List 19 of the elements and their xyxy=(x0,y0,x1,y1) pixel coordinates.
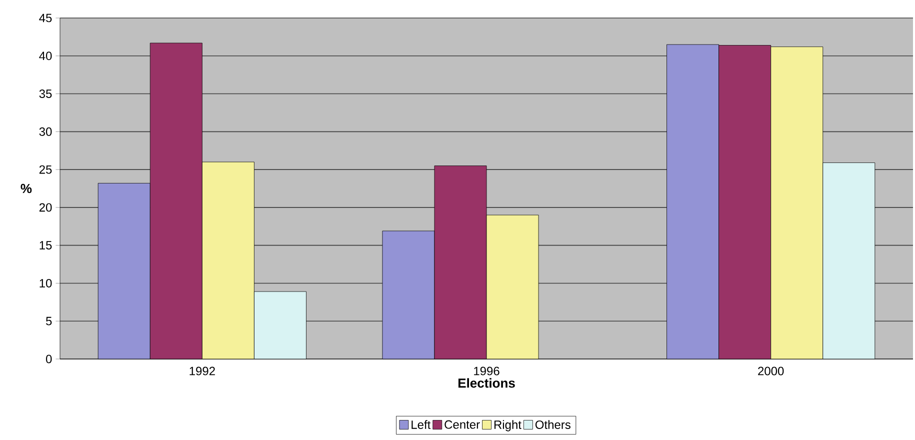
y-tick-label: 20 xyxy=(39,203,52,212)
x-axis-title: Elections xyxy=(458,378,515,388)
y-tick-label: 5 xyxy=(46,316,52,326)
y-tick-label: 40 xyxy=(39,52,52,60)
legend-label: Left xyxy=(412,420,431,429)
y-tick-label: 45 xyxy=(39,14,52,22)
legend-label: Right xyxy=(494,420,522,432)
x-tick-label: 1992 xyxy=(190,366,215,376)
y-tick-label: 15 xyxy=(40,241,52,250)
y-tick-label: 35 xyxy=(39,90,52,98)
legend-label: Others xyxy=(535,420,570,429)
y-axis-title: % xyxy=(20,184,32,194)
x-tick-label: 1996 xyxy=(474,366,500,376)
y-tick-label: 25 xyxy=(39,165,52,174)
x-tick-label: 2000 xyxy=(758,366,784,376)
y-tick-label: 0 xyxy=(46,354,52,364)
y-tick-label: 30 xyxy=(39,127,52,136)
y-tick-label: 10 xyxy=(40,278,52,288)
legend-label: Center xyxy=(444,420,480,429)
